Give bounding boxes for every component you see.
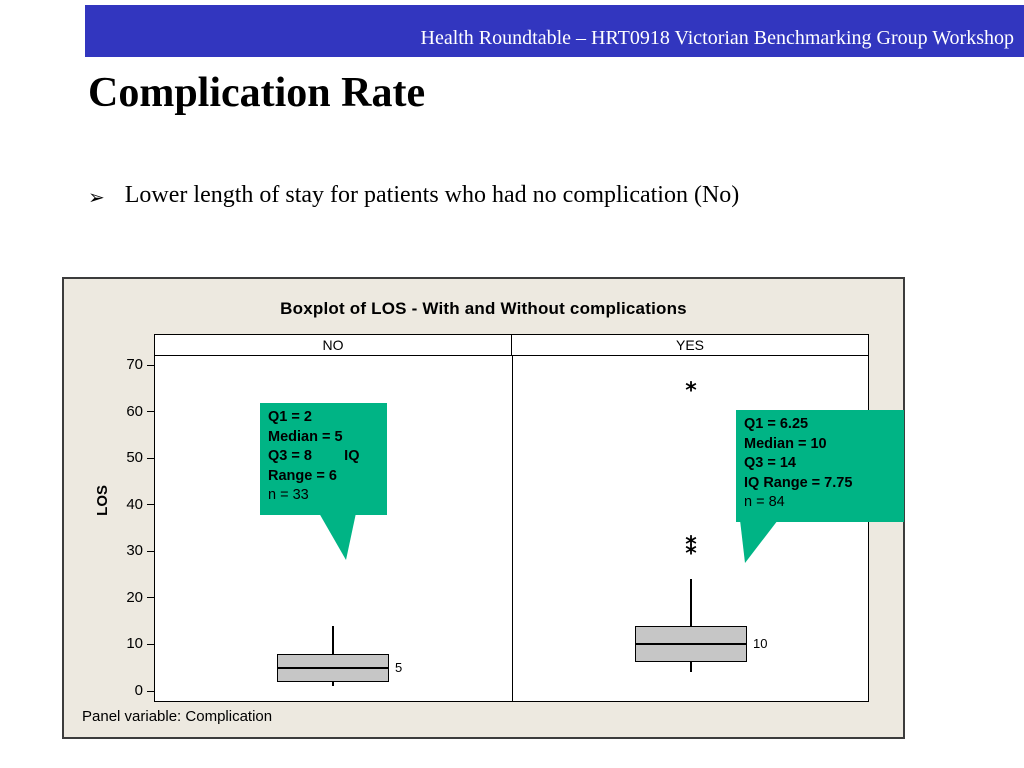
- callout-line: Q1 = 2: [268, 409, 312, 425]
- panel-header-row: NO YES: [154, 334, 869, 356]
- panel-header-no: NO: [154, 334, 512, 356]
- outlier-marker: *: [685, 541, 697, 567]
- callout-line: Median = 5: [268, 428, 343, 445]
- banner-text: Health Roundtable – HRT0918 Victorian Be…: [420, 27, 1015, 49]
- y-tick-mark: [147, 411, 154, 413]
- callout-line: Q1 = 6.25: [744, 416, 809, 432]
- bullet-item: ➢ Lower length of stay for patients who …: [88, 182, 739, 210]
- y-tick-label: 50: [126, 449, 143, 467]
- callout-no-n: n = 33: [268, 487, 309, 503]
- callout-no: Q1 = 2 Median = 5 Q3 = 8 IQ Range = 6 n = 3…: [260, 403, 387, 515]
- bullet-text: Lower length of stay for patients who ha…: [124, 182, 740, 208]
- callout-line: Median = 10: [744, 435, 827, 452]
- y-tick-label: 20: [126, 588, 143, 606]
- outlier-marker: *: [685, 378, 697, 404]
- median-value-label: 5: [395, 659, 403, 675]
- bullet-arrow-icon: ➢: [88, 187, 105, 209]
- slide-header-banner: Health Roundtable – HRT0918 Victorian Be…: [85, 5, 1024, 57]
- y-tick-mark: [147, 690, 154, 692]
- callout-line: Q3 = 14: [744, 455, 796, 471]
- boxplot-median-line: [635, 643, 747, 646]
- page-title: Complication Rate: [88, 70, 426, 116]
- y-tick-mark: [147, 504, 154, 506]
- callout-no-stats: Q1 = 2 Median = 5 Q3 = 8 IQ Range = 6: [268, 408, 379, 486]
- callout-yes: Q1 = 6.25 Median = 10 Q3 = 14 IQ Range = 7.…: [736, 410, 904, 522]
- y-tick-label: 40: [126, 495, 143, 513]
- panel-variable-label: Panel variable: Complication: [82, 708, 273, 725]
- y-tick-mark: [147, 597, 154, 599]
- outlier-marker: *: [685, 532, 697, 558]
- y-tick-label: 30: [126, 542, 143, 560]
- callout-yes-stats: Q1 = 6.25 Median = 10 Q3 = 14 IQ Range = 7.…: [744, 415, 896, 493]
- panel-header-yes: YES: [512, 334, 869, 356]
- y-tick-mark: [147, 550, 154, 552]
- y-tick-label: 60: [126, 402, 143, 420]
- callout-line: IQ Range = 7.75: [744, 474, 853, 491]
- boxplot-whisker: [690, 579, 692, 673]
- boxplot-chart: Boxplot of LOS - With and Without compli…: [62, 277, 905, 739]
- callout-yes-n: n = 84: [744, 494, 785, 510]
- median-value-label: 10: [753, 636, 768, 652]
- chart-title: Boxplot of LOS - With and Without compli…: [280, 299, 687, 318]
- y-tick-label: 0: [134, 682, 143, 699]
- y-tick-label: 70: [126, 356, 143, 373]
- y-tick-mark: [147, 643, 154, 645]
- y-tick-label: 10: [126, 635, 143, 653]
- callout-line: Range = 6: [268, 467, 337, 484]
- y-tick-mark: [147, 457, 154, 459]
- panel-divider: [512, 356, 513, 701]
- y-tick-mark: [147, 364, 154, 366]
- boxplot-median-line: [277, 666, 389, 669]
- callout-line: Q3 = 8 IQ: [268, 448, 360, 464]
